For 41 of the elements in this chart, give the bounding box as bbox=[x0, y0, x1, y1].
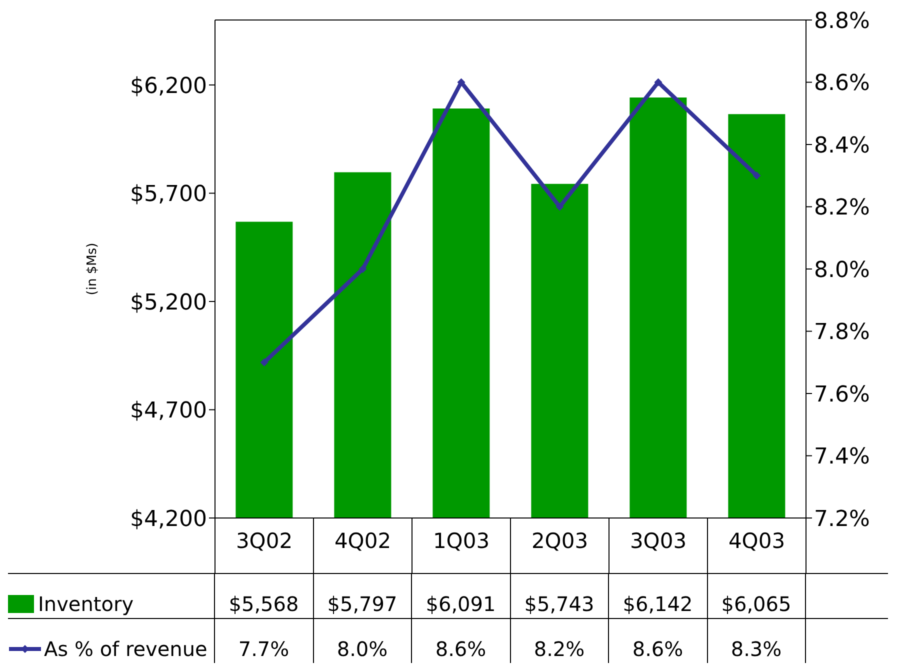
data-label: $5,743 bbox=[510, 574, 609, 618]
data-label: $6,091 bbox=[412, 574, 510, 618]
y2-tick-label: 7.8% bbox=[814, 320, 870, 346]
point bbox=[752, 172, 761, 180]
data-label: $6,065 bbox=[708, 574, 806, 618]
y2-tick-label: 8.6% bbox=[814, 71, 870, 96]
y-tick-label: $4,200 bbox=[130, 506, 207, 532]
y-axis-title: (in $Ms) bbox=[85, 242, 100, 296]
data-label: 8.6% bbox=[609, 619, 708, 663]
y2-tick-label: 8.0% bbox=[814, 258, 870, 283]
point bbox=[358, 265, 367, 273]
y-tick-label: $6,200 bbox=[130, 74, 207, 99]
y-tick-label: $5,200 bbox=[130, 290, 207, 316]
y2-tick-label: 8.4% bbox=[814, 133, 870, 158]
x-tick-label: 4Q02 bbox=[334, 529, 392, 553]
data-label: $6,142 bbox=[609, 574, 708, 618]
point bbox=[457, 78, 466, 86]
y2-tick-label: 7.6% bbox=[814, 382, 870, 408]
data-label: 8.0% bbox=[314, 619, 412, 663]
y-tick-label: $4,700 bbox=[130, 398, 207, 424]
x-tick-label: 4Q03 bbox=[728, 529, 786, 553]
y2-tick-label: 7.4% bbox=[814, 444, 870, 470]
data-label: $5,797 bbox=[314, 574, 412, 618]
data-label: 8.2% bbox=[510, 619, 609, 663]
point bbox=[556, 202, 564, 211]
x-tick-label: 3Q02 bbox=[236, 529, 293, 553]
data-label: $5,568 bbox=[215, 574, 314, 618]
x-tick-label: 1Q03 bbox=[432, 529, 490, 553]
point bbox=[260, 358, 268, 366]
x-tick-label: 3Q03 bbox=[630, 529, 687, 553]
y2-tick-label: 7.2% bbox=[814, 506, 870, 532]
y2-tick-label: 8.8% bbox=[814, 8, 870, 34]
y2-tick-label: 8.2% bbox=[814, 196, 870, 221]
data-label: 8.6% bbox=[412, 619, 510, 663]
x-tick-label: 2Q03 bbox=[531, 529, 588, 553]
data-label: 7.7% bbox=[215, 619, 314, 663]
y-tick-label: $5,700 bbox=[130, 182, 207, 208]
legend-label: Inventory bbox=[38, 592, 134, 616]
point bbox=[654, 78, 662, 86]
data-label: 8.3% bbox=[708, 619, 806, 663]
legend-label: As % of revenue bbox=[44, 637, 208, 661]
